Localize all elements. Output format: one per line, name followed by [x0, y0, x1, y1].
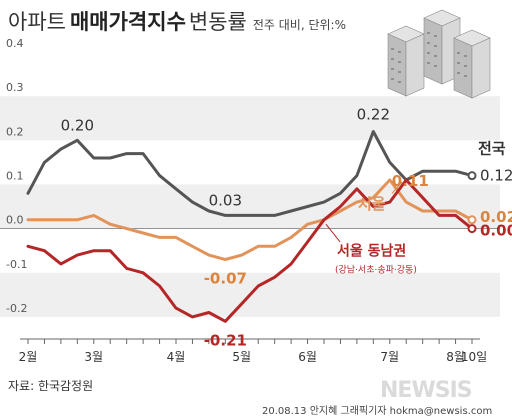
title-part-apartment: 아파트: [8, 10, 66, 34]
watermark-logo: NEWSIS: [380, 378, 473, 403]
series-line-seoul-southeast: [26, 178, 474, 323]
title-part-change: 변동률: [188, 10, 247, 34]
series-label-leader: [325, 223, 341, 243]
chart-title: 아파트 매매가격지수 변동률 전주 대비, 단위:%: [8, 6, 346, 36]
x-tick-label: 2월: [19, 350, 38, 364]
series-label-districts: (강남·서초·송파·강동): [335, 265, 417, 276]
apartment-buildings-icon: [387, 9, 491, 99]
grid-band: [0, 96, 500, 141]
y-tick-label: 0.3: [6, 81, 24, 94]
data-label: 0.00: [480, 222, 512, 240]
series-line-nationwide: [26, 130, 474, 217]
y-tick-label: 0.1: [6, 169, 24, 182]
series-label-seoul: 서울: [358, 195, 386, 213]
source-note: 자료: 한국감정원: [8, 379, 94, 393]
data-label: 0.12: [480, 167, 512, 185]
unit-label: 전주 대비, 단위:%: [252, 18, 346, 32]
x-tick-label: 5월: [232, 350, 251, 364]
data-label: 0.02: [480, 208, 512, 226]
data-label: 0.11: [392, 172, 429, 190]
x-tick-label: 7월: [380, 350, 399, 364]
y-tick-label: -0.1: [6, 258, 27, 271]
end-point-marker: [467, 224, 477, 234]
data-label: -0.07: [204, 270, 247, 288]
end-point-marker: [467, 215, 477, 225]
y-tick-label: 0.4: [6, 37, 24, 50]
data-label: 0.22: [357, 105, 390, 123]
data-label: 0.03: [209, 191, 242, 209]
y-tick-label: 0.0: [6, 214, 24, 227]
x-tick-label: 6월: [298, 350, 317, 364]
x-tick-label: 8월: [446, 350, 465, 364]
data-label: -0.21: [204, 331, 247, 349]
x-tick-label: 3월: [84, 350, 103, 364]
series-label-leader: [391, 181, 403, 194]
y-tick-label: 0.2: [6, 125, 24, 138]
x-tick-label: 10일: [461, 350, 487, 364]
credit-line: 20.08.13 안지혜 그래픽기자 hokma@newsis.com: [262, 406, 493, 417]
data-label: 0.20: [61, 116, 94, 134]
grid-band: [0, 184, 500, 229]
y-tick-label: -0.2: [6, 302, 27, 315]
end-point-marker: [467, 171, 477, 181]
series-label-nationwide: 전국: [478, 140, 506, 158]
x-tick-label: 4월: [167, 350, 186, 364]
series-label-seoul-southeast: 서울 동남권: [337, 243, 406, 260]
title-part-index: 매매가격지수: [69, 10, 186, 34]
grid-band: [0, 316, 500, 339]
